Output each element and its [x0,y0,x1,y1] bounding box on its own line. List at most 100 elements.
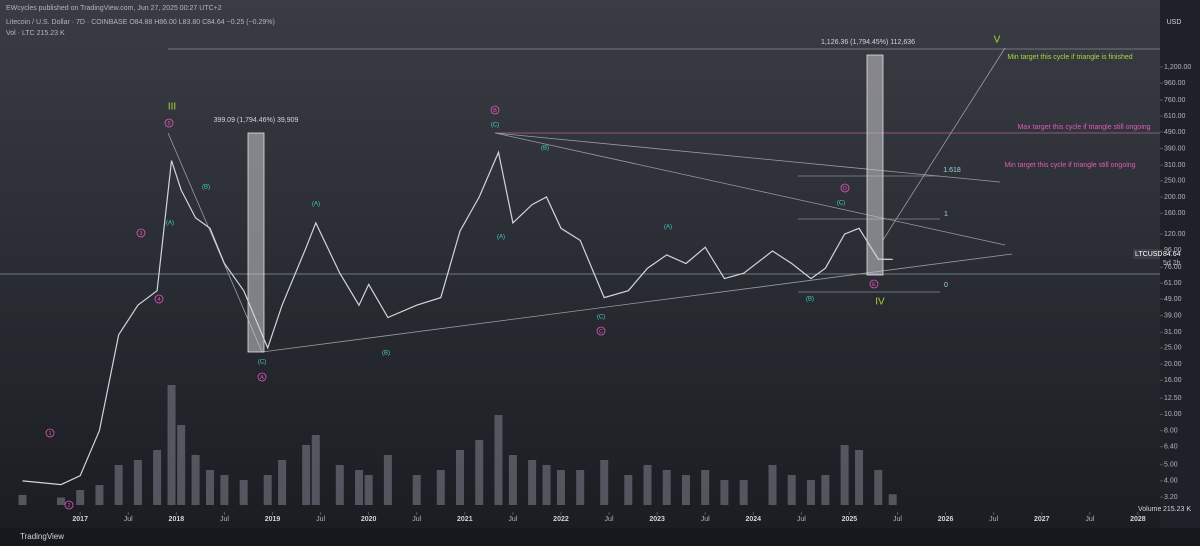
wave-circle [64,500,74,510]
price-tag [1133,249,1160,259]
wave-label: (C) [597,315,605,321]
volume-bar [874,470,883,505]
volume-bar [739,480,748,505]
currency: USD [1167,19,1182,26]
x-tick-label: 2027 [1034,516,1050,523]
wave-label: 4 [157,297,160,303]
trendline [882,47,1006,241]
volume-bar [114,465,123,505]
volume-bar [95,485,104,505]
y-tick-label: 490.00 [1164,129,1186,136]
volume-bar [311,435,320,505]
wave-label: 2 [67,503,70,509]
volume-bar [528,460,537,505]
fib-label: 1.618 [943,167,961,174]
volume-bar [806,480,815,505]
volume-bar [191,455,200,505]
wave-circle [869,279,879,289]
volume-bar [76,490,85,505]
volume-info: Vol · LTC 215.23 K [6,30,65,37]
volume-bar [600,460,609,505]
y-tick-label: 250.00 [1164,178,1186,185]
volume-bar [456,450,464,505]
symbol-info: Litecoin / U.S. Dollar · 7D · COINBASE O… [6,19,275,26]
volume-bar [787,475,796,505]
volume-bar [167,385,176,505]
y-tick-label: 31.00 [1164,329,1182,336]
wave-label: 5 [167,121,170,127]
volume-bar [364,475,373,505]
y-tick-label: 10.00 [1164,411,1182,418]
x-tick-label: Jul [220,516,229,523]
volume-bar [888,494,897,505]
volume-bar [18,495,27,505]
y-tick-label: 6.40 [1164,444,1178,451]
volume-value: 215.23 K [1163,506,1191,513]
x-tick-label: 2024 [745,516,761,523]
wave-circle [490,105,500,115]
wave-label: C [599,329,603,335]
y-tick-label: 120.00 [1164,231,1186,238]
y-tick-label: 8.00 [1164,427,1178,434]
volume-bar [701,470,710,505]
volume-bar [206,470,214,505]
volume-bar [508,455,517,505]
y-tick-label: 49.00 [1164,296,1182,303]
x-tick-label: 2017 [72,516,88,523]
volume-bar [643,465,652,505]
volume-bar [239,480,248,505]
x-tick-label: Jul [508,516,517,523]
measure-box [247,132,265,353]
price-line [22,150,893,486]
volume-bar [436,470,445,505]
wave-label: (A) [166,221,174,227]
wave-label: 1 [48,431,51,437]
wave-label: D [843,186,847,192]
symbol-tag: LTCUSD [1135,251,1162,258]
x-tick-label: Jul [989,516,998,523]
trendline [167,132,263,353]
volume-bar [855,450,864,505]
volume-bar [153,450,162,505]
volume-bar [768,465,777,505]
y-tick-label: 25.00 [1164,345,1182,352]
y-tick-label: 3.20 [1164,494,1178,501]
volume-bar [720,480,729,505]
y-tick-label: 5.00 [1164,462,1178,469]
target-label: Min target this cycle if triangle is fin… [1007,54,1132,61]
wave-label: (B) [202,185,210,191]
volume-bar [821,475,830,505]
x-tick-label: 2022 [553,516,569,523]
wave-label: V [994,35,1001,46]
volume-bar [355,470,364,505]
wave-circle [164,118,174,128]
volume-bar [494,415,503,505]
volume-bar [542,465,551,505]
countdown: 5d 2h [1163,260,1181,267]
price-axis-panel [1160,0,1200,528]
volume-bar [335,465,344,505]
volume-bar [383,455,392,505]
x-tick-label: Jul [893,516,902,523]
trendline [494,132,1001,183]
x-tick-label: 2023 [649,516,665,523]
x-tick-label: Jul [1085,516,1094,523]
x-tick-label: Jul [701,516,710,523]
volume-bar [624,475,633,505]
volume-bar [177,425,186,505]
wave-circle [840,183,850,193]
wave-circle [257,372,267,382]
x-tick-label: Jul [797,516,806,523]
volume-bar [475,440,484,505]
volume-bar [56,497,65,505]
volume-bar [681,475,690,505]
wave-label: (B) [541,146,549,152]
wave-label: (B) [382,351,390,357]
y-tick-label: 610.00 [1164,113,1186,120]
fib-label: 0 [944,282,948,289]
last-price: 84.64 [1163,251,1181,258]
fib-label: 1 [944,211,948,218]
x-tick-label: Jul [605,516,614,523]
volume-bar [662,470,671,505]
